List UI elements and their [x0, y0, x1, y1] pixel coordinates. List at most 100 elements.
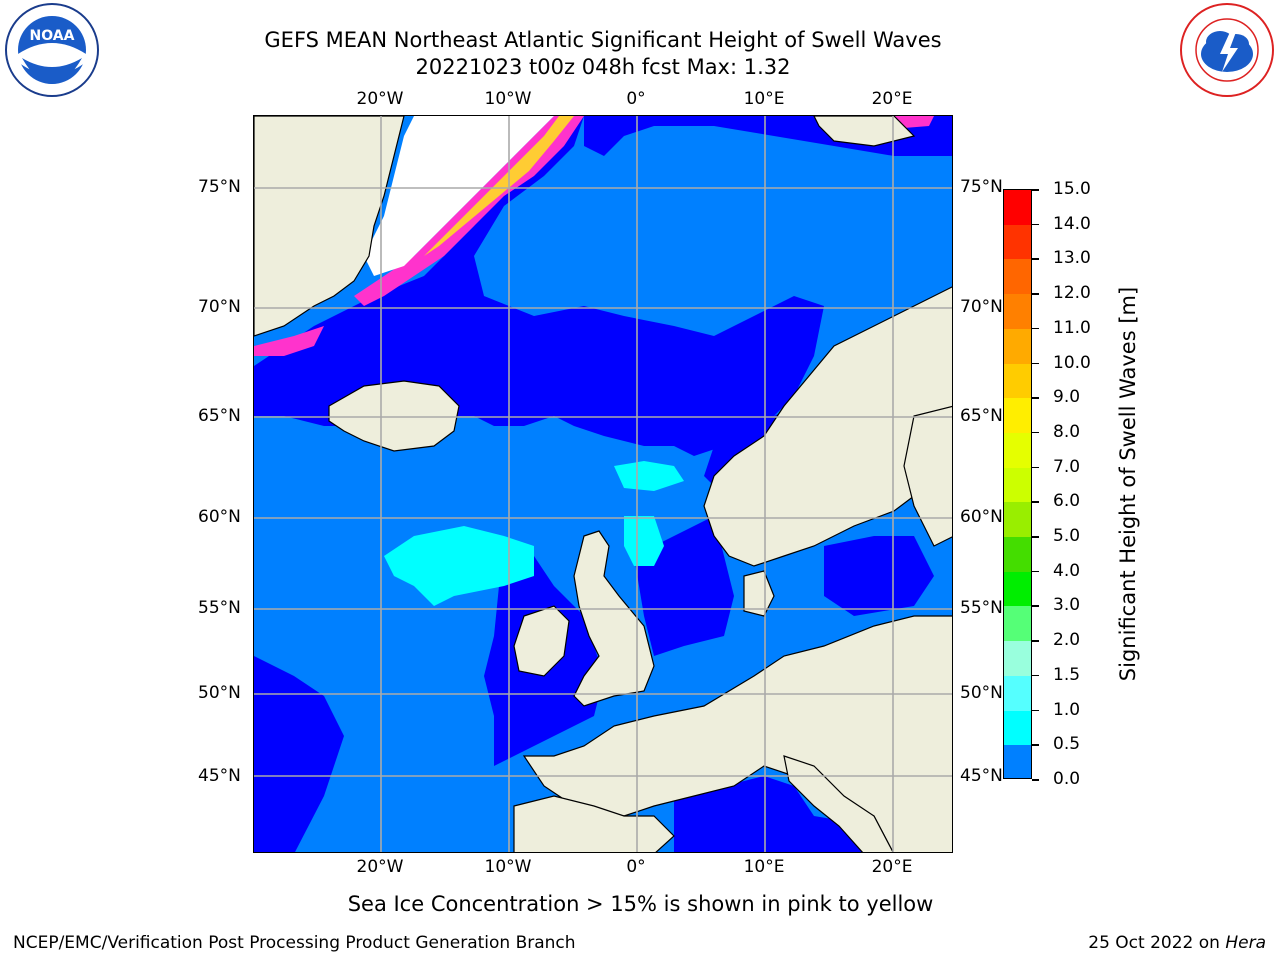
lon-label-top: 10°E: [743, 89, 785, 109]
colorbar-tick-label: 5.0: [1053, 526, 1081, 547]
lon-label-bottom: 10°E: [743, 857, 785, 877]
iceland: [328, 380, 460, 452]
colorbar-tick-mark: [1032, 709, 1039, 712]
lat-label-left: 45°N: [198, 766, 241, 786]
lon-label-bottom: 0°: [626, 857, 646, 877]
colorbar-segment: [1004, 710, 1031, 747]
lat-label-right: 70°N: [960, 297, 1003, 317]
colorbar-tick-mark: [1032, 258, 1039, 260]
colorbar-tick-label: 12.0: [1053, 283, 1091, 304]
colorbar-tick-label: 0.0: [1053, 769, 1081, 789]
colorbar-segment: [1004, 328, 1031, 365]
footer-date-text: 25 Oct 2022 on: [1088, 933, 1226, 953]
italy: [783, 755, 894, 852]
lon-label-top: 10°W: [484, 89, 532, 109]
map-title: GEFS MEAN Northeast Atlantic Significant…: [264, 28, 942, 52]
colorbar-tick-mark: [1032, 570, 1039, 573]
footer-date: 25 Oct 2022 on Hera: [1088, 933, 1266, 953]
scandinavia: [703, 286, 952, 567]
colorbar-segment: [1004, 641, 1031, 677]
land-masses: [254, 116, 952, 852]
colorbar-tick-mark: [1032, 327, 1039, 330]
low-swell-region-baltic: [824, 536, 934, 616]
lat-label-left: 55°N: [198, 598, 241, 618]
lat-label-right: 65°N: [960, 406, 1003, 426]
colorbar-segment: [1004, 224, 1031, 261]
finland-land: [903, 405, 952, 547]
lat-label-right: 75°N: [960, 177, 1003, 197]
greenland: [254, 116, 405, 337]
colorbar-segment: [1004, 745, 1031, 778]
colorbar-segment: [1004, 467, 1031, 504]
colorbar-tick-mark: [1032, 223, 1039, 226]
colorbar-tick-mark: [1032, 431, 1039, 434]
colorbar-tick-mark: [1032, 293, 1039, 295]
lat-label-right: 60°N: [960, 507, 1003, 527]
iberia: [513, 795, 675, 852]
colorbar-segment: [1004, 294, 1031, 330]
colorbar-tick-label: 4.0: [1053, 560, 1081, 581]
lon-label-top: 0°: [626, 89, 646, 109]
map-subtitle: 20221023 t00z 048h fcst Max: 1.32: [415, 55, 791, 79]
colorbar-segment: [1004, 675, 1031, 712]
lon-label-bottom: 20°E: [871, 857, 913, 877]
sea-ice-interior-white: [364, 116, 554, 276]
noaa-logo: NOAA: [5, 3, 99, 97]
colorbar-tick-label: 7.0: [1053, 456, 1081, 477]
colorbar-tick-label: 11.0: [1053, 317, 1091, 338]
colorbar-segment: [1004, 363, 1031, 400]
map-panel: [253, 115, 953, 853]
colorbar-tick-label: 10.0: [1053, 352, 1091, 373]
lat-label-left: 60°N: [198, 507, 241, 527]
great-britain: [573, 530, 655, 707]
lat-label-left: 50°N: [198, 683, 241, 703]
sea-ice-band-pink-south: [254, 326, 324, 356]
lat-label-right: 45°N: [960, 766, 1003, 786]
lon-label-bottom: 20°W: [356, 857, 404, 877]
colorbar-tick-label: 13.0: [1053, 248, 1091, 269]
colorbar-tick-mark: [1032, 744, 1039, 746]
colorbar-segment: [1004, 398, 1031, 434]
low-swell-region-med: [674, 776, 893, 852]
colorbar-tick-label: 1.0: [1053, 699, 1081, 720]
low-swell-region-sw: [254, 656, 344, 852]
colorbar-tick-mark: [1032, 674, 1039, 677]
colorbar-segment: [1004, 537, 1031, 573]
colorbar-tick-label: 14.0: [1053, 213, 1091, 234]
colorbar-tick-mark: [1032, 779, 1039, 781]
colorbar: [1003, 189, 1032, 779]
lon-label-bottom: 10°W: [484, 857, 532, 877]
svalbard: [813, 116, 916, 147]
low-swell-region: [254, 116, 824, 456]
high-swell-region-faroes: [614, 461, 684, 491]
lat-label-left: 75°N: [198, 177, 241, 197]
lat-label-left: 65°N: [198, 406, 241, 426]
colorbar-tick-mark: [1032, 640, 1039, 642]
nws-logo: [1180, 3, 1274, 97]
colorbar-segment: [1004, 502, 1031, 539]
lon-label-top: 20°W: [356, 89, 404, 109]
colorbar-tick-label: 15.0: [1053, 179, 1091, 199]
colorbar-tick-label: 1.5: [1053, 664, 1081, 685]
swell-height-map: [254, 116, 952, 852]
sea-ice-far-east: [894, 116, 934, 128]
colorbar-tick-mark: [1032, 605, 1039, 607]
sea-ice-band-yellow: [424, 116, 574, 256]
colorbar-tick-mark: [1032, 362, 1039, 365]
high-swell-region-west: [384, 526, 534, 606]
colorbar-tick-label: 8.0: [1053, 421, 1081, 442]
lon-label-top: 20°E: [871, 89, 913, 109]
colorbar-segment: [1004, 190, 1031, 226]
colorbar-tick-label: 3.0: [1053, 595, 1081, 616]
footer-host: Hera: [1225, 933, 1266, 953]
colorbar-segment: [1004, 571, 1031, 608]
lat-label-right: 55°N: [960, 598, 1003, 618]
denmark: [743, 570, 775, 617]
lat-label-left: 70°N: [198, 297, 241, 317]
colorbar-tick-label: 9.0: [1053, 387, 1081, 408]
footer-credit: NCEP/EMC/Verification Post Processing Pr…: [13, 933, 576, 953]
noaa-logo-text: NOAA: [30, 28, 75, 44]
high-swell-region-shetland: [624, 516, 664, 566]
colorbar-tick-mark: [1032, 466, 1039, 469]
colorbar-tick-mark: [1032, 397, 1039, 399]
